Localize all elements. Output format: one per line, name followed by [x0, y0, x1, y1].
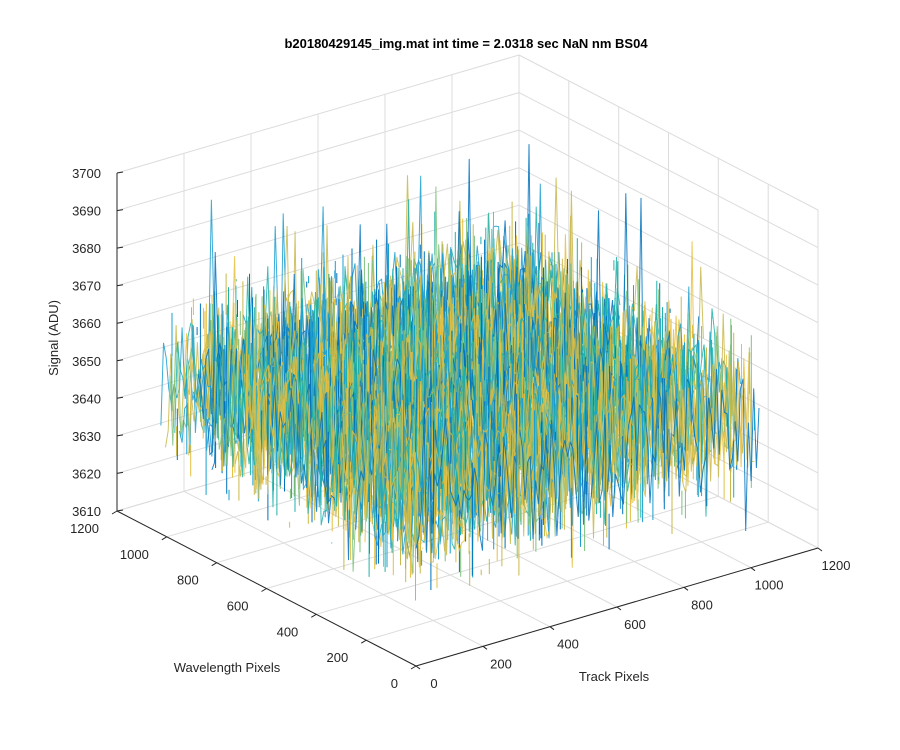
- plot-title: b20180429145_img.mat int time = 2.0318 s…: [284, 36, 648, 51]
- x-tick-mark: [482, 645, 488, 650]
- y-tick-label: 0: [391, 676, 398, 691]
- y-tick-mark: [360, 639, 367, 644]
- z-tick-label: 3630: [72, 429, 101, 444]
- axes-layer: [111, 171, 823, 670]
- z-tick-mark: [116, 284, 124, 287]
- x-tick-mark: [817, 547, 823, 552]
- z-tick-mark: [116, 246, 124, 249]
- z-tick-mark: [116, 396, 124, 399]
- x-tick-label: 1000: [755, 578, 784, 593]
- z-tick-label: 3670: [72, 279, 101, 294]
- z-tick-label: 3680: [72, 241, 101, 256]
- z-tick-label: 3700: [72, 166, 101, 181]
- x-tick-label: 800: [691, 597, 713, 612]
- x-tick-mark: [549, 626, 555, 631]
- x-tick-mark: [683, 586, 689, 591]
- y-tick-label: 600: [227, 599, 249, 614]
- z-tick-label: 3640: [72, 391, 101, 406]
- y-tick-mark: [311, 613, 317, 618]
- z-tick-label: 3650: [72, 354, 101, 369]
- x-tick-mark: [750, 567, 756, 572]
- y-tick-mark: [161, 536, 168, 541]
- grid-line: [518, 204, 819, 361]
- z-tick-mark: [116, 434, 124, 437]
- grid-line: [116, 129, 520, 249]
- surface-row: [401, 318, 746, 560]
- surface-row: [415, 368, 760, 553]
- grid-line: [518, 167, 819, 324]
- x-tick-label: 200: [490, 656, 512, 671]
- grid-line: [116, 92, 520, 212]
- y-tick-label: 1000: [120, 547, 149, 562]
- z-tick-mark: [116, 171, 124, 174]
- grid-line: [518, 129, 819, 286]
- y-tick-mark: [111, 510, 118, 515]
- z-tick-mark: [116, 321, 124, 324]
- surface-row: [410, 313, 755, 568]
- y-tick-label: 800: [177, 573, 199, 588]
- surface-data: [160, 144, 760, 601]
- z-tick-label: 3660: [72, 316, 101, 331]
- grid-line: [116, 167, 520, 287]
- grid-line: [116, 204, 520, 324]
- y-tick-label: 200: [326, 650, 348, 665]
- x-tick-mark: [616, 606, 622, 611]
- grid-line: [518, 54, 819, 211]
- x-tick-label: 400: [557, 637, 579, 652]
- x-tick-label: 600: [624, 617, 646, 632]
- x-axis-title: Track Pixels: [579, 669, 650, 684]
- z-tick-label: 3620: [72, 466, 101, 481]
- z-tick-mark: [116, 359, 124, 362]
- y-tick-mark: [211, 562, 217, 567]
- z-tick-mark: [116, 209, 124, 212]
- z-tick-mark: [116, 471, 124, 474]
- tick-labels: 0 200 400 600 800 1000 1200 0 200 400 600 800 1000 12…: [70, 166, 850, 691]
- x-tick-mark: [415, 665, 421, 670]
- grid-line: [116, 54, 520, 174]
- y-tick-label: 400: [277, 624, 299, 639]
- x-tick-label: 0: [430, 676, 437, 691]
- y-axis-title: Wavelength Pixels: [174, 660, 281, 675]
- y-tick-mark: [261, 588, 267, 592]
- surface-row: [406, 313, 751, 576]
- z-tick-mark: [116, 509, 124, 512]
- z-axis-title: Signal (ADU): [46, 300, 61, 376]
- y-tick-label: 1200: [70, 521, 99, 536]
- y-tick-mark: [410, 665, 417, 670]
- x-tick-label: 1200: [822, 558, 851, 573]
- grid-line: [366, 521, 769, 641]
- z-tick-label: 3690: [72, 204, 101, 219]
- grid-line: [518, 92, 819, 249]
- z-tick-label: 3610: [72, 504, 101, 519]
